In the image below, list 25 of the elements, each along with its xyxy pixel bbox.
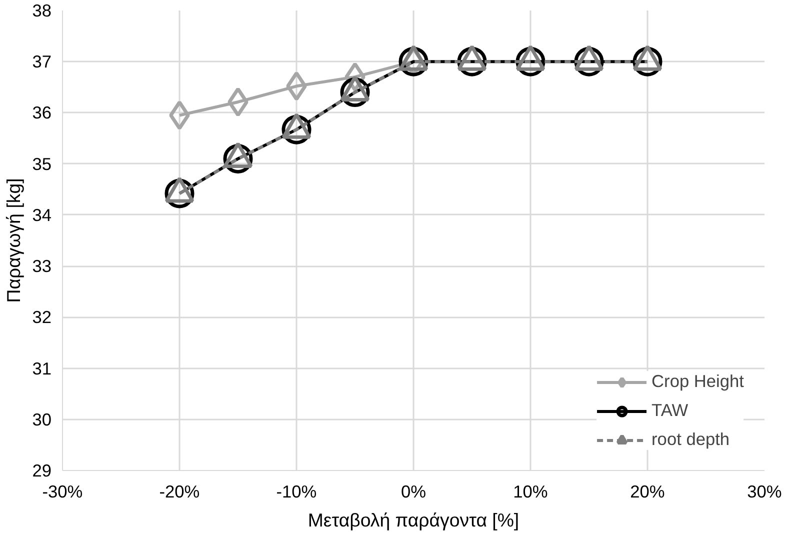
x-tick-label: -20% — [159, 482, 200, 502]
legend-label: root depth — [652, 429, 730, 450]
y-tick-label: 31 — [32, 358, 52, 378]
x-tick-label: 10% — [513, 482, 548, 502]
y-tick-label: 30 — [32, 409, 52, 430]
y-tick-label: 38 — [32, 0, 52, 20]
y-tick-label: 36 — [32, 102, 52, 123]
y-tick-label: 35 — [32, 154, 52, 174]
x-tick-label: -30% — [42, 482, 83, 502]
y-tick-label: 34 — [32, 204, 52, 225]
point — [286, 71, 307, 101]
x-tick-label: 20% — [630, 482, 665, 502]
legend-label: Crop Height — [652, 371, 744, 392]
y-tick-label: 32 — [32, 307, 52, 328]
x-tick-label: 0% — [400, 482, 426, 502]
y-axis-title: Παραγωγή [kg] — [3, 178, 24, 303]
x-tick-label: 30% — [747, 482, 782, 502]
legend-label: TAW — [652, 400, 688, 421]
point — [228, 87, 248, 117]
y-tick-label: 29 — [32, 460, 52, 480]
x-axis-title: Μεταβολή παράγοντα [%] — [308, 510, 520, 530]
point — [169, 100, 190, 130]
x-tick-label: -10% — [276, 482, 317, 502]
y-tick-label: 37 — [32, 52, 52, 72]
y-tick-label: 33 — [32, 256, 52, 276]
